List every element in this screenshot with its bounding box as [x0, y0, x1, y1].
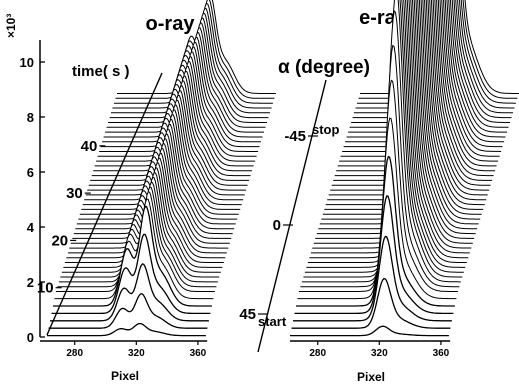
o-ray-x-axis-label: Pixel — [111, 369, 139, 383]
stop-annotation: stop — [312, 122, 340, 137]
o-ray-panel: o-ray ×10³ time( s ) Pixel 0 2 4 6 8 10 280 320… — [4, 0, 276, 383]
x-tick-label: 280 — [309, 348, 326, 359]
trace-mask — [339, 0, 499, 180]
e-ray-trace-stack — [290, 0, 519, 339]
trace-line — [50, 263, 209, 322]
trace-mask — [48, 293, 208, 335]
depth-tick-label: -45 — [284, 128, 306, 145]
x-tick-label: 360 — [433, 348, 450, 359]
e-ray-panel: e-ray α (degree) Pixel 280 320 360-45045st… — [239, 0, 519, 384]
trace-line — [58, 181, 218, 283]
trace-line — [47, 322, 206, 337]
trace-line — [53, 205, 212, 307]
trace-mask — [47, 323, 206, 339]
y-tick-label: 2 — [27, 275, 34, 290]
trace-line — [293, 235, 452, 322]
depth-tick-label: 0 — [273, 217, 281, 234]
trace-line — [291, 277, 451, 329]
trace-line — [60, 176, 220, 278]
trace-line — [48, 293, 208, 329]
trace-mask — [54, 199, 214, 315]
start-annotation: start — [258, 314, 287, 329]
e-ray-depth-axis-label: α (degree) — [278, 57, 370, 78]
y-tick-label: 8 — [27, 110, 34, 125]
trace-mask — [345, 0, 504, 161]
o-ray-trace-stack — [47, 0, 276, 339]
y-tick-label: 6 — [27, 165, 34, 180]
trace-line — [290, 325, 449, 337]
o-ray-depth-axis — [46, 72, 163, 336]
e-ray-depth-axis — [257, 79, 327, 353]
depth-tick-label: 20 — [51, 232, 68, 249]
y-exponent-label: ×10³ — [4, 14, 18, 38]
x-tick-label: 320 — [128, 348, 145, 359]
x-tick-label: 280 — [66, 348, 83, 359]
trace-line — [55, 191, 215, 292]
trace-line — [54, 198, 214, 300]
trace-mask — [340, 0, 500, 175]
x-tick-label: 320 — [371, 348, 388, 359]
o-ray-title: o-ray — [146, 13, 196, 35]
trace-mask — [343, 0, 503, 166]
depth-tick-label: 10 — [37, 280, 54, 297]
trace-line — [294, 195, 454, 315]
y-tick-label: 0 — [27, 330, 34, 345]
y-tick-label: 4 — [27, 220, 35, 235]
y-tick-label: 10 — [20, 55, 34, 70]
e-ray-x-axis-label: Pixel — [357, 370, 385, 384]
depth-tick-label: 45 — [239, 306, 256, 323]
trace-mask — [342, 0, 502, 170]
x-tick-label: 360 — [190, 348, 207, 359]
trace-line — [57, 186, 217, 288]
trace-line — [51, 233, 211, 315]
depth-tick-label: 40 — [81, 138, 98, 155]
o-ray-depth-axis-label: time( s ) — [72, 63, 130, 80]
depth-tick-label: 30 — [66, 185, 83, 202]
